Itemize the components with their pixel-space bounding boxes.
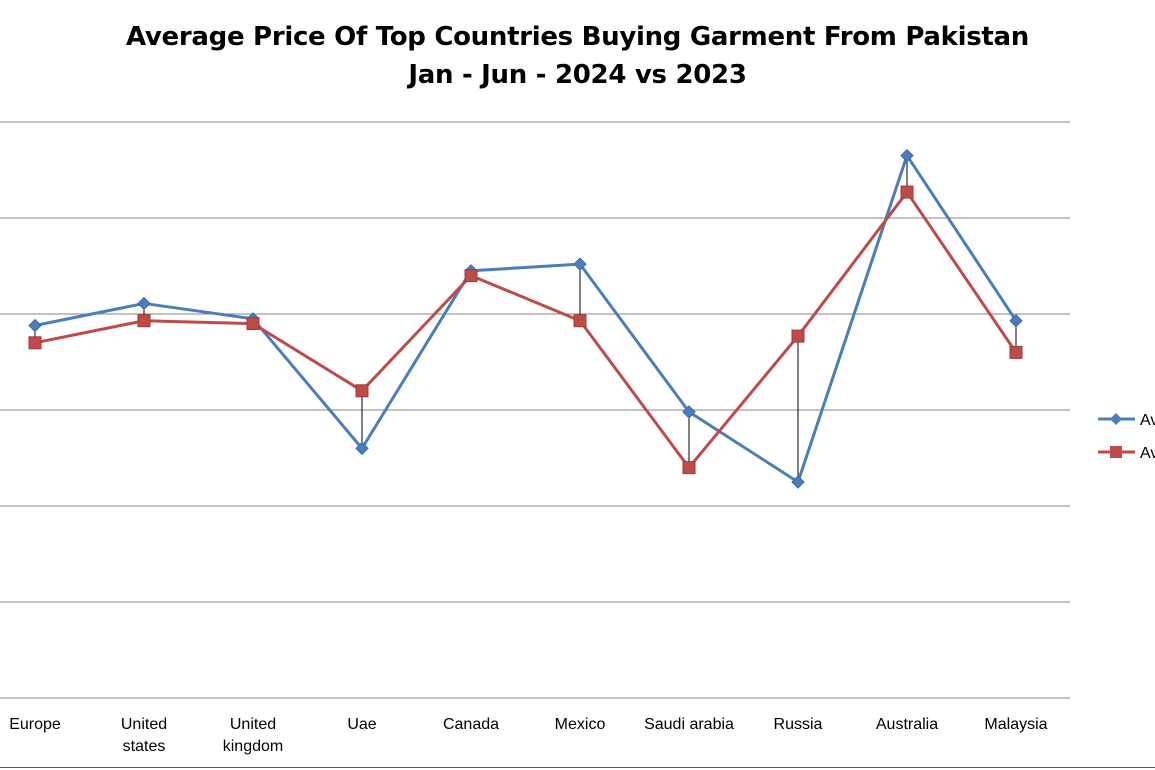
x-tick-label: United kingdom — [223, 716, 283, 755]
x-tick-label: Mexico — [555, 716, 606, 733]
x-tick-label: Australia — [876, 716, 938, 733]
x-tick-label: Saudi arabia — [644, 716, 734, 733]
data-point-diamond — [137, 296, 151, 311]
data-point-square — [28, 336, 42, 350]
data-point-diamond — [791, 475, 805, 489]
data-point-square — [791, 329, 805, 343]
data-point-diamond — [573, 257, 587, 271]
x-tick-label: Uae — [347, 716, 376, 733]
data-point-diamond — [1009, 314, 1023, 328]
x-tick-label: Canada — [443, 716, 499, 733]
data-point-diamond — [28, 318, 42, 333]
series-line — [34, 154, 1018, 484]
data-point-diamond — [682, 405, 696, 419]
x-tick-label: United states — [121, 716, 167, 755]
data-point-square — [573, 314, 587, 328]
legend-label: Av — [1140, 445, 1155, 462]
x-tick-label: Malaysia — [984, 716, 1047, 733]
data-point-square — [137, 314, 151, 328]
data-point-square — [464, 269, 478, 283]
data-point-square — [246, 317, 260, 331]
series-line — [34, 190, 1018, 470]
x-tick-label: Europe — [9, 716, 61, 733]
chart-subtitle: Jan - Jun - 2024 vs 2023 — [408, 60, 747, 90]
x-tick-label: Russia — [774, 716, 823, 733]
data-point-square — [682, 461, 696, 475]
chart-title-line1: Average Price Of Top Countries Buying Ga… — [126, 22, 1029, 52]
bottom-border — [0, 767, 1155, 768]
data-point-diamond — [900, 148, 914, 163]
data-point-square — [1009, 345, 1023, 359]
legend-label: Av — [1140, 412, 1155, 429]
chart-title: Average Price Of Top Countries Buying Ga… — [0, 18, 1155, 94]
data-point-square — [900, 185, 914, 199]
data-point-square — [355, 384, 369, 398]
legend-marker-square — [1110, 446, 1122, 458]
legend-marker-diamond — [1110, 413, 1122, 425]
data-point-diamond — [355, 441, 369, 456]
